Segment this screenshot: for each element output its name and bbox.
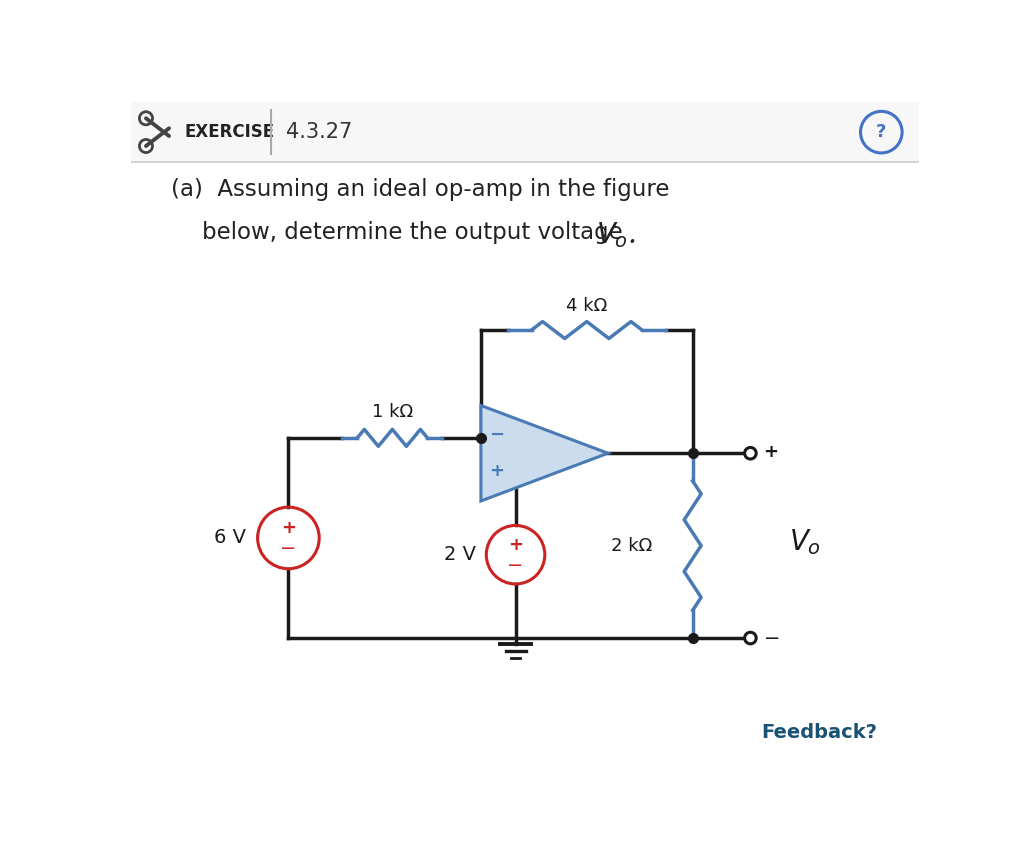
- Text: +: +: [508, 536, 523, 555]
- Polygon shape: [481, 405, 608, 501]
- Text: −: −: [507, 556, 523, 575]
- Text: 4.3.27: 4.3.27: [286, 123, 352, 142]
- Circle shape: [744, 632, 756, 644]
- Text: −: −: [281, 540, 297, 558]
- Text: EXERCISE: EXERCISE: [184, 123, 274, 141]
- Text: 4 kΩ: 4 kΩ: [566, 297, 607, 315]
- Circle shape: [744, 448, 756, 459]
- Text: $V_o$.: $V_o$.: [596, 220, 637, 250]
- Text: (a)  Assuming an ideal op-amp in the figure: (a) Assuming an ideal op-amp in the figu…: [171, 178, 669, 201]
- Text: +: +: [488, 462, 504, 480]
- Text: 2 kΩ: 2 kΩ: [611, 537, 652, 555]
- Text: $V_o$: $V_o$: [788, 527, 821, 557]
- Text: −: −: [764, 629, 780, 648]
- Text: ?: ?: [877, 123, 887, 141]
- Text: +: +: [764, 443, 778, 460]
- Text: −: −: [488, 426, 504, 444]
- Text: below, determine the output voltage: below, determine the output voltage: [202, 220, 630, 243]
- Text: 1 kΩ: 1 kΩ: [372, 403, 413, 421]
- Text: +: +: [281, 519, 296, 537]
- Text: 2 V: 2 V: [443, 545, 475, 564]
- Text: 6 V: 6 V: [214, 528, 246, 547]
- FancyBboxPatch shape: [131, 102, 920, 163]
- Text: Feedback?: Feedback?: [762, 723, 878, 742]
